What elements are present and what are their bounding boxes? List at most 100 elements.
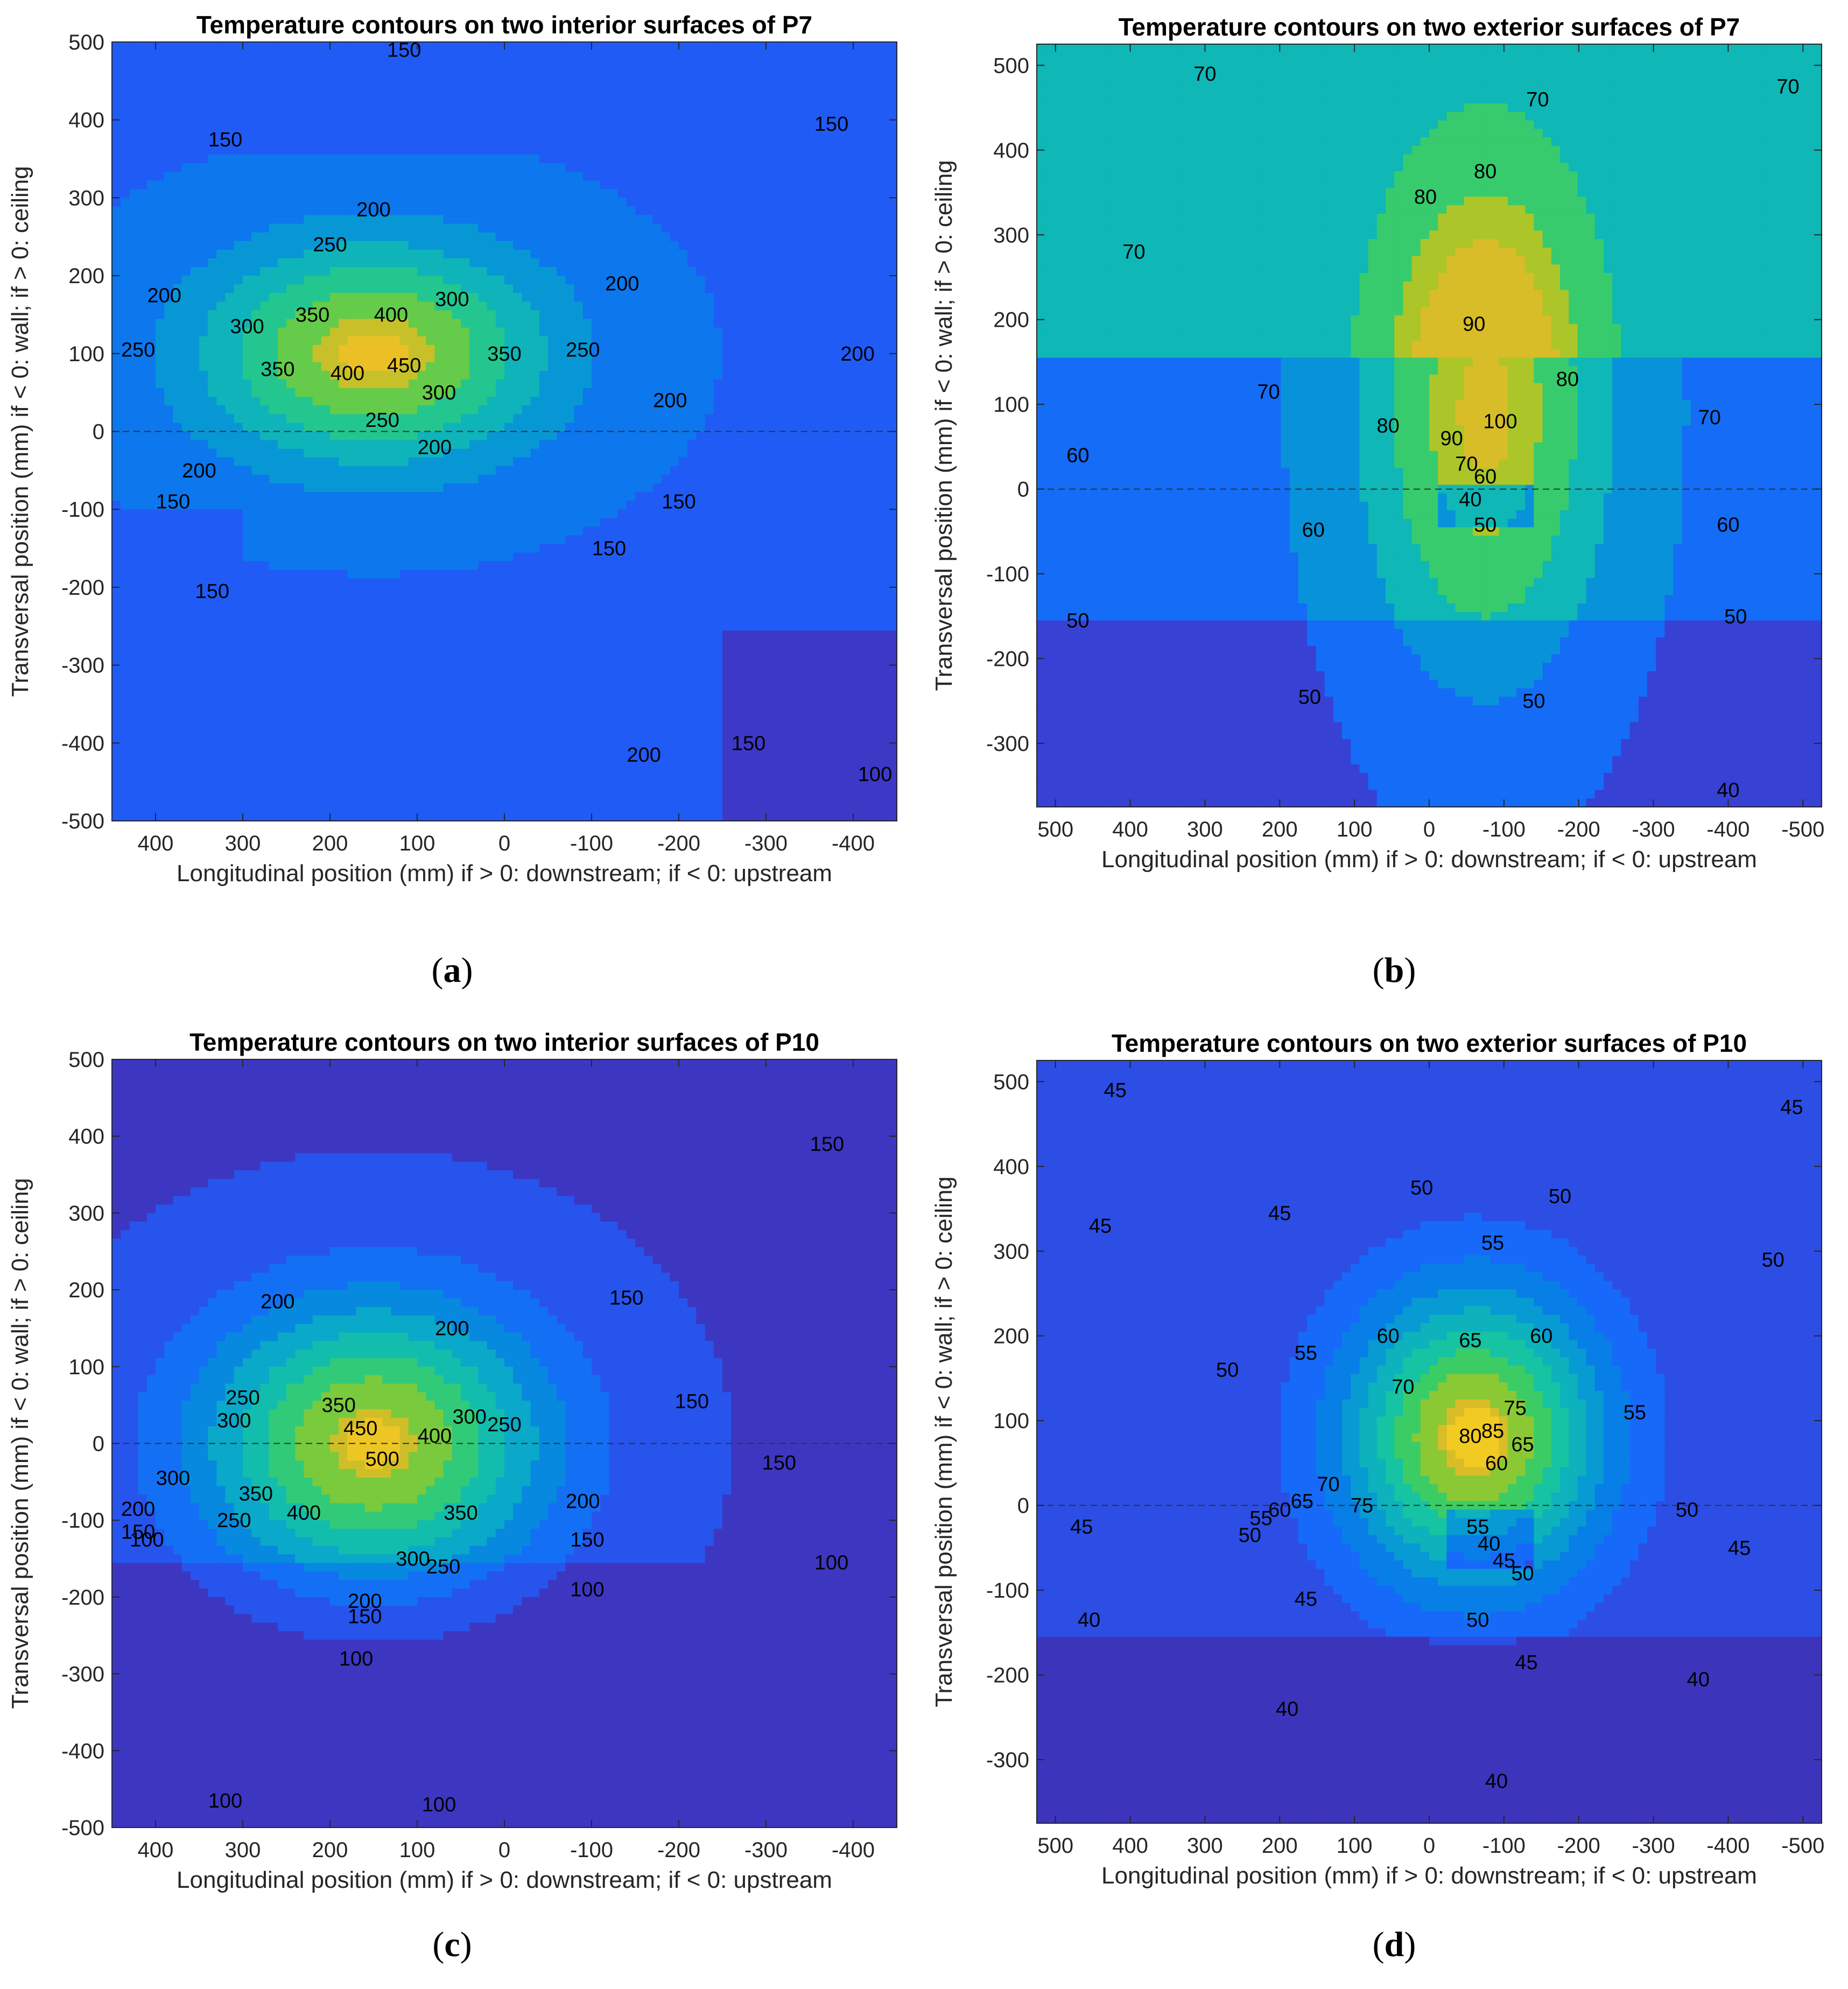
contour-cell xyxy=(173,241,182,250)
contour-cell xyxy=(295,795,305,804)
contour-cell xyxy=(146,137,156,146)
contour-cell xyxy=(234,215,243,224)
contour-cell xyxy=(391,232,400,242)
contour-cell xyxy=(269,535,278,545)
contour-cell xyxy=(330,258,339,268)
contour-cell xyxy=(557,613,566,623)
contour-cell xyxy=(443,120,453,129)
contour-cell xyxy=(495,699,505,709)
contour-cell xyxy=(138,570,147,579)
contour-cell xyxy=(138,751,147,761)
contour-cell xyxy=(582,570,592,579)
contour-cell xyxy=(164,570,174,579)
contour-cell xyxy=(251,172,261,181)
contour-cell xyxy=(321,578,331,588)
contour-cell xyxy=(269,206,278,216)
contour-cell xyxy=(156,180,165,190)
contour-cell xyxy=(286,717,296,726)
contour-cell xyxy=(504,85,514,95)
contour-cell xyxy=(478,699,488,709)
contour-cell xyxy=(504,258,514,268)
contour-cell xyxy=(364,492,374,501)
contour-cell xyxy=(434,102,444,112)
contour-cell xyxy=(199,751,208,761)
contour-cell xyxy=(417,180,426,190)
contour-cell xyxy=(304,699,313,709)
contour-cell xyxy=(374,249,383,259)
contour-cell xyxy=(374,94,383,103)
contour-cell xyxy=(321,535,331,545)
contour-cell xyxy=(146,267,156,276)
contour-cell xyxy=(548,544,557,553)
contour-cell xyxy=(513,154,523,164)
contour-cell xyxy=(347,717,357,726)
contour-cell xyxy=(565,189,575,199)
contour-cell xyxy=(312,223,322,233)
contour-cell xyxy=(426,284,435,294)
contour-cell xyxy=(452,786,461,796)
contour-cell xyxy=(277,561,287,571)
contour-cell xyxy=(434,561,444,571)
contour-cell xyxy=(513,172,523,181)
contour-cell xyxy=(225,362,235,371)
contour-cell xyxy=(364,595,374,605)
contour-cell xyxy=(312,59,322,69)
contour-cell xyxy=(112,552,121,562)
contour-cell xyxy=(513,319,523,328)
contour-cell xyxy=(408,587,418,596)
contour-cell xyxy=(513,682,523,692)
contour-cell xyxy=(391,526,400,536)
contour-cell xyxy=(565,319,575,328)
contour-cell xyxy=(181,319,191,328)
contour-cell xyxy=(452,172,461,181)
contour-cell xyxy=(295,345,305,354)
contour-cell xyxy=(565,154,575,164)
contour-cell xyxy=(121,587,130,596)
contour-cell xyxy=(391,483,400,493)
contour-cell xyxy=(286,172,296,181)
contour-cell xyxy=(251,76,261,86)
contour-cell xyxy=(121,682,130,692)
contour-cell xyxy=(156,474,165,484)
contour-cell xyxy=(121,102,130,112)
contour-cell xyxy=(557,405,566,415)
contour-cell xyxy=(391,734,400,744)
contour-cell xyxy=(304,293,313,303)
contour-cell xyxy=(557,120,566,129)
contour-cell xyxy=(129,605,139,614)
contour-cell xyxy=(277,388,287,397)
contour-cell xyxy=(478,605,488,614)
contour-cell xyxy=(364,466,374,475)
contour-cell xyxy=(138,293,147,303)
contour-cell xyxy=(495,267,505,276)
contour-cell xyxy=(452,691,461,700)
contour-cell xyxy=(260,518,270,528)
contour-cell xyxy=(269,189,278,199)
contour-cell xyxy=(539,448,549,458)
contour-cell xyxy=(112,120,121,129)
contour-cell xyxy=(339,595,348,605)
contour-cell xyxy=(565,414,575,424)
contour-cell xyxy=(156,42,165,51)
contour-cell xyxy=(557,327,566,337)
contour-cell xyxy=(469,102,479,112)
contour-cell xyxy=(487,267,496,276)
contour-cell xyxy=(208,206,217,216)
contour-cell xyxy=(146,68,156,78)
contour-cell xyxy=(295,163,305,172)
contour-cell xyxy=(478,535,488,545)
contour-cell xyxy=(286,751,296,761)
contour-cell xyxy=(156,708,165,718)
contour-cell xyxy=(504,94,514,103)
contour-cell xyxy=(190,795,200,804)
contour-cell xyxy=(199,111,208,121)
contour-cell xyxy=(574,630,584,640)
contour-cell xyxy=(461,682,470,692)
contour-cell xyxy=(277,379,287,389)
contour-cell xyxy=(129,102,139,112)
contour-cell xyxy=(138,734,147,744)
contour-cell xyxy=(347,795,357,804)
contour-cell xyxy=(304,743,313,753)
contour-cell xyxy=(478,552,488,562)
contour-cell xyxy=(216,457,226,467)
